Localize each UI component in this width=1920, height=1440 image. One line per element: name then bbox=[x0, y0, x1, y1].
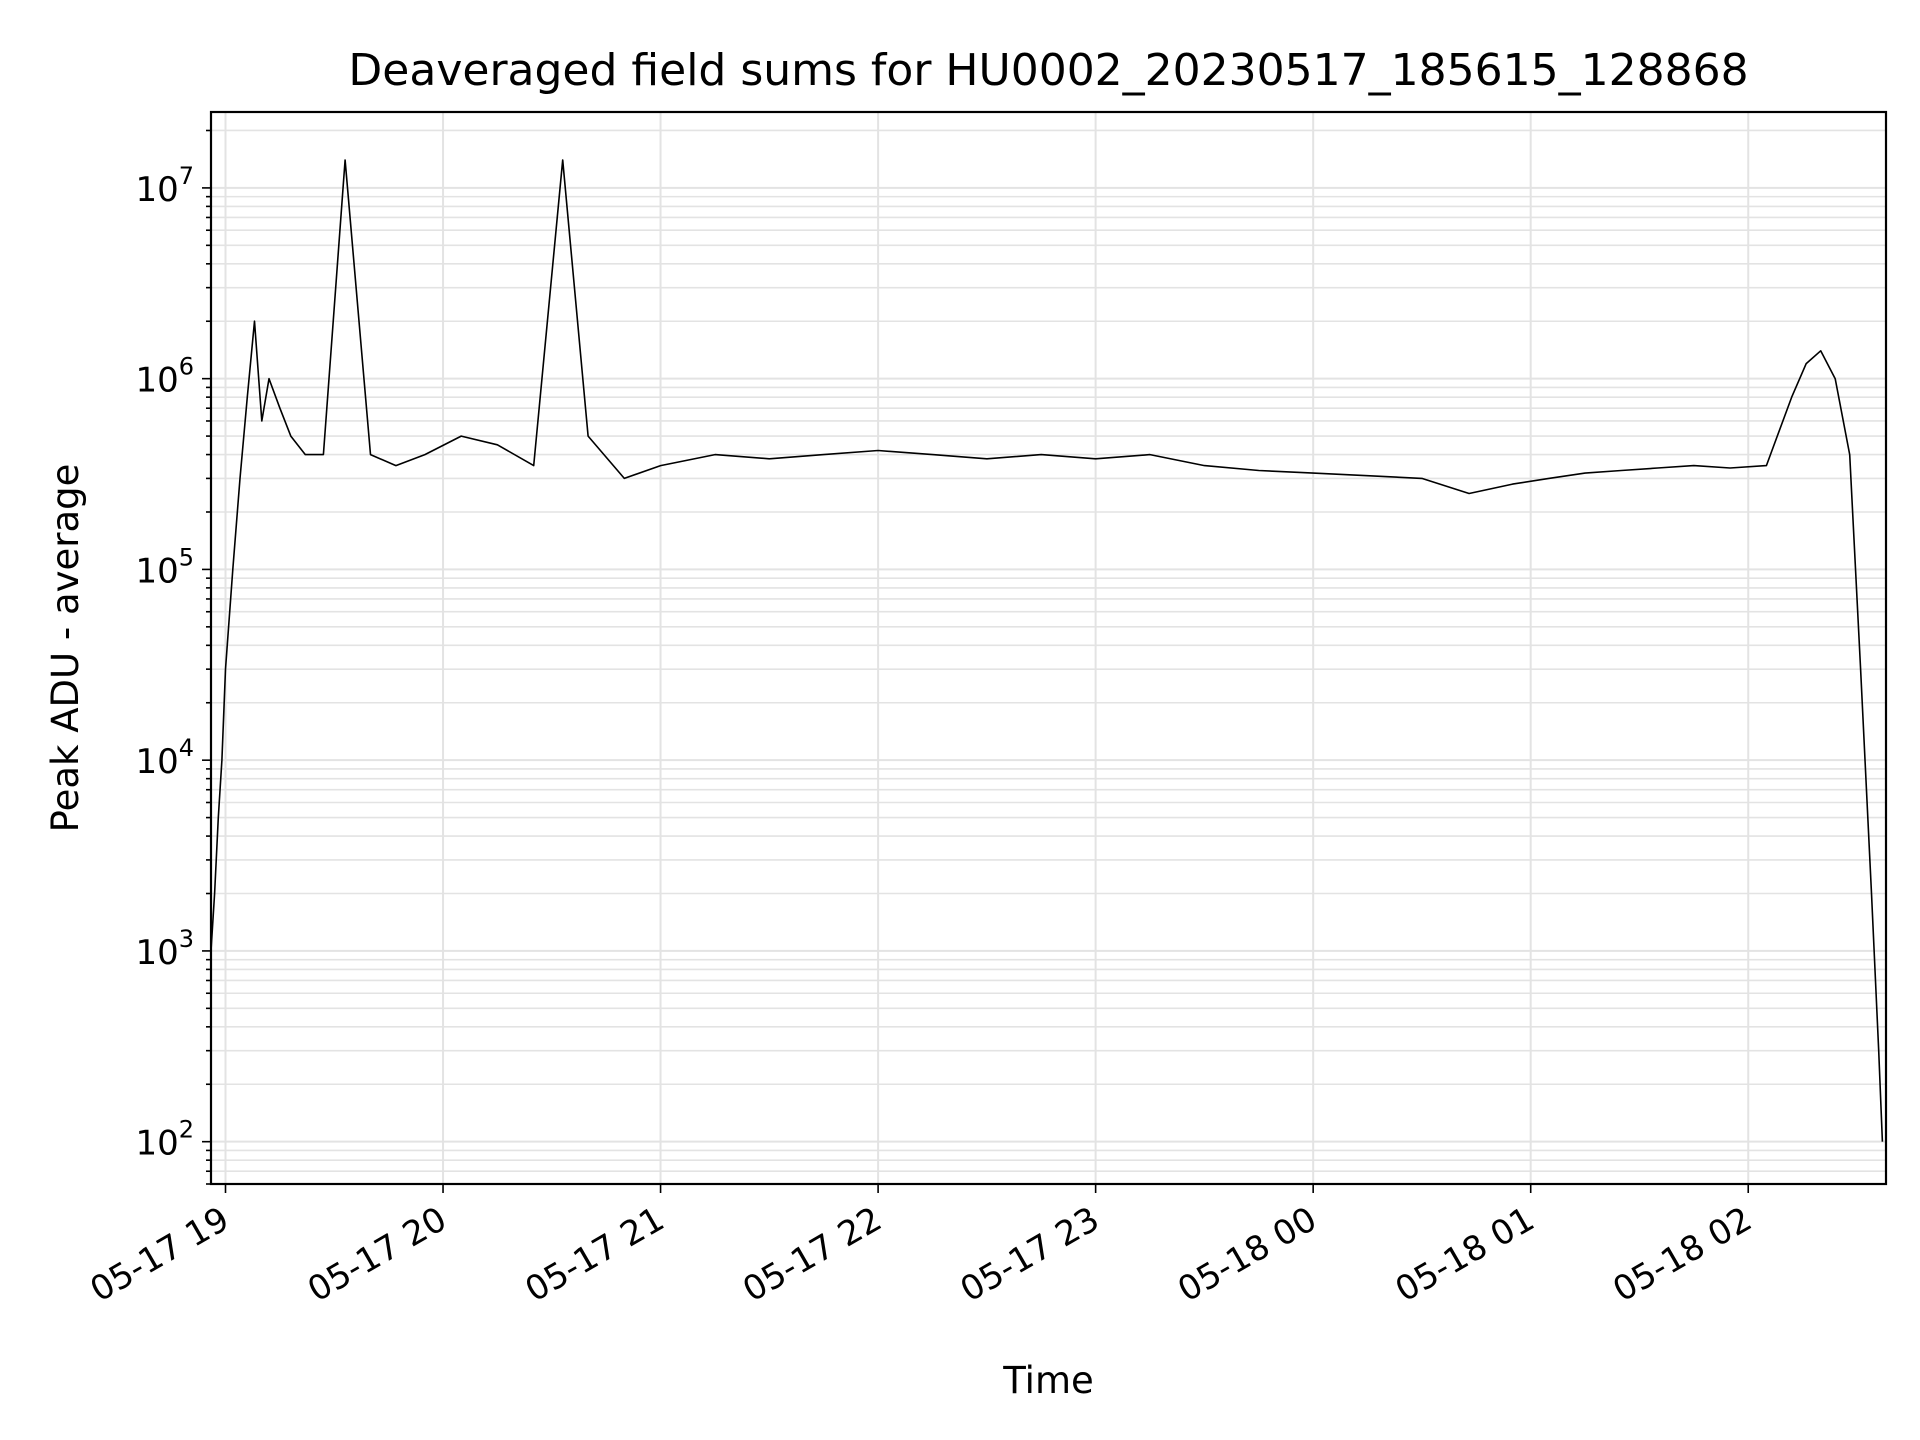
grid bbox=[211, 112, 1886, 1185]
y-tick-label-base: 10 bbox=[135, 170, 178, 210]
y-tick-label-exponent: 5 bbox=[179, 543, 194, 571]
plot-frame bbox=[209, 110, 1888, 1186]
y-tick-label: 102 bbox=[135, 1116, 194, 1164]
y-tick-label-base: 10 bbox=[135, 361, 178, 401]
y-tick-label-exponent: 2 bbox=[179, 1116, 194, 1144]
y-tick-label-exponent: 7 bbox=[179, 162, 194, 190]
y-tick-label-base: 10 bbox=[135, 742, 178, 782]
y-tick-label: 104 bbox=[135, 734, 194, 782]
plot-area bbox=[210, 159, 1884, 1142]
y-tick-label-exponent: 6 bbox=[179, 353, 194, 381]
y-tick-label-base: 10 bbox=[135, 933, 178, 973]
chart-title: Deaveraged field sums for HU0002_2023051… bbox=[348, 45, 1748, 96]
y-axis-title: Peak ADU - average bbox=[44, 464, 87, 833]
y-tick-label-exponent: 4 bbox=[179, 734, 194, 762]
y-tick-label: 103 bbox=[135, 925, 194, 973]
y-tick-label-base: 10 bbox=[135, 1124, 178, 1164]
y-tick-label-exponent: 3 bbox=[179, 925, 194, 953]
y-tick-label: 107 bbox=[135, 162, 194, 210]
y-tick-label: 106 bbox=[135, 353, 194, 401]
y-tick-label-base: 10 bbox=[135, 551, 178, 591]
y-tick-label: 105 bbox=[135, 543, 194, 591]
x-axis-title: Time bbox=[1002, 1359, 1094, 1402]
series-line bbox=[210, 159, 1884, 1142]
